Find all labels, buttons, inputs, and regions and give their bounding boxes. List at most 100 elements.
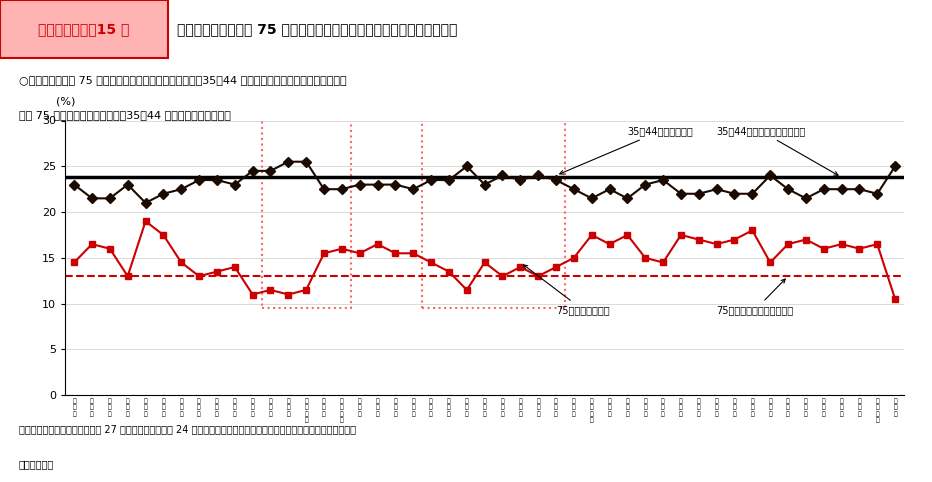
75歳以上人口割合 xyxy=(336,246,348,252)
75歳以上人口割合 xyxy=(622,232,633,238)
Bar xyxy=(0,0,168,58)
75歳以上人口割合 xyxy=(444,269,455,275)
75歳以上人口割合 xyxy=(854,246,865,252)
35〜44歳有業者割合 xyxy=(87,196,98,201)
35〜44歳有業者割合 xyxy=(586,196,597,201)
75歳以上人口割合 xyxy=(372,241,383,247)
35〜44歳有業者割合 xyxy=(461,163,473,169)
75歳以上人口割合 xyxy=(693,237,705,242)
35〜44歳有業者割合 xyxy=(69,182,80,187)
Text: 35〜44歳有業者割合: 35〜44歳有業者割合 xyxy=(560,126,693,174)
35〜44歳有業者割合 xyxy=(711,187,722,192)
Text: 35〜44歳有業者割合（全国）: 35〜44歳有業者割合（全国） xyxy=(717,126,838,175)
75歳以上人口割合 xyxy=(569,255,580,261)
35〜44歳有業者割合 xyxy=(265,168,276,174)
Text: 都道府県別にみた 75 歳以上の人口、団塊ジュニア世代の有業者割合: 都道府県別にみた 75 歳以上の人口、団塊ジュニア世代の有業者割合 xyxy=(177,22,458,36)
35〜44歳有業者割合 xyxy=(479,182,490,187)
35〜44歳有業者割合 xyxy=(247,168,258,174)
75歳以上人口割合 xyxy=(265,287,276,293)
75歳以上人口割合 xyxy=(175,259,186,265)
75歳以上人口割合 xyxy=(747,228,758,233)
75歳以上人口割合 xyxy=(212,269,223,275)
75歳以上人口割合 xyxy=(514,264,526,270)
75歳以上人口割合 xyxy=(87,241,98,247)
75歳以上人口割合 xyxy=(818,246,829,252)
75歳以上人口割合 xyxy=(586,232,597,238)
35〜44歳有業者割合 xyxy=(229,182,240,187)
35〜44歳有業者割合 xyxy=(801,196,812,201)
75歳以上人口割合 xyxy=(532,273,543,279)
35〜44歳有業者割合 xyxy=(194,177,205,183)
35〜44歳有業者割合 xyxy=(764,173,775,178)
75歳以上人口割合 xyxy=(69,259,80,265)
75歳以上人口割合 xyxy=(104,246,116,252)
35〜44歳有業者割合 xyxy=(871,191,883,197)
Text: 室にて作成: 室にて作成 xyxy=(19,459,54,469)
35〜44歳有業者割合 xyxy=(104,196,116,201)
35〜44歳有業者割合 xyxy=(889,163,900,169)
35〜44歳有業者割合 xyxy=(551,177,562,183)
75歳以上人口割合 xyxy=(783,241,794,247)
35〜44歳有業者割合 xyxy=(729,191,740,197)
35〜44歳有業者割合 xyxy=(639,182,651,187)
Text: ○　都道府県別に 75 歳以上の人口割合と団塊ジュニア（35〜44 歳）有業者割合をみると、首都圏ほ: ○ 都道府県別に 75 歳以上の人口割合と団塊ジュニア（35〜44 歳）有業者割… xyxy=(19,75,347,85)
35〜44歳有業者割合 xyxy=(836,187,847,192)
75歳以上人口割合 xyxy=(764,259,775,265)
35〜44歳有業者割合 xyxy=(140,200,151,206)
75歳以上人口割合 xyxy=(836,241,847,247)
35〜44歳有業者割合 xyxy=(336,187,348,192)
75歳以上人口割合 xyxy=(319,251,330,256)
35〜44歳有業者割合 xyxy=(783,187,794,192)
35〜44歳有業者割合 xyxy=(426,177,437,183)
75歳以上人口割合 xyxy=(676,232,687,238)
75歳以上人口割合 xyxy=(140,218,151,224)
Text: 資料出所　総務省統計局「平成 27 年国勢調査」「平成 24 年就業構造基本調査」をもとに厚生労働省労働政策担当参事官: 資料出所 総務省統計局「平成 27 年国勢調査」「平成 24 年就業構造基本調査… xyxy=(19,424,356,434)
Text: ど 75 歳以上人口割合が低く、35〜44 歳有業者割合が高い。: ど 75 歳以上人口割合が低く、35〜44 歳有業者割合が高い。 xyxy=(19,110,230,120)
35〜44歳有業者割合 xyxy=(622,196,633,201)
Text: 75歳以上人口割合（全国）: 75歳以上人口割合（全国） xyxy=(717,279,794,315)
35〜44歳有業者割合 xyxy=(818,187,829,192)
35〜44歳有業者割合 xyxy=(676,191,687,197)
35〜44歳有業者割合 xyxy=(657,177,668,183)
Line: 75歳以上人口割合: 75歳以上人口割合 xyxy=(71,218,898,303)
35〜44歳有業者割合 xyxy=(604,187,615,192)
35〜44歳有業者割合 xyxy=(158,191,169,197)
75歳以上人口割合 xyxy=(194,273,205,279)
75歳以上人口割合 xyxy=(301,287,312,293)
75歳以上人口割合 xyxy=(122,273,133,279)
35〜44歳有業者割合 xyxy=(497,173,508,178)
Text: (%): (%) xyxy=(56,97,75,107)
75歳以上人口割合 xyxy=(639,255,651,261)
75歳以上人口割合 xyxy=(604,241,615,247)
35〜44歳有業者割合 xyxy=(301,159,312,165)
75歳以上人口割合 xyxy=(229,264,240,270)
75歳以上人口割合 xyxy=(479,259,490,265)
Line: 35〜44歳有業者割合: 35〜44歳有業者割合 xyxy=(71,158,898,206)
75歳以上人口割合 xyxy=(426,259,437,265)
35〜44歳有業者割合 xyxy=(122,182,133,187)
35〜44歳有業者割合 xyxy=(407,187,418,192)
75歳以上人口割合 xyxy=(871,241,883,247)
75歳以上人口割合 xyxy=(247,292,258,297)
35〜44歳有業者割合 xyxy=(854,187,865,192)
35〜44歳有業者割合 xyxy=(444,177,455,183)
75歳以上人口割合 xyxy=(158,232,169,238)
35〜44歳有業者割合 xyxy=(514,177,526,183)
75歳以上人口割合 xyxy=(497,273,508,279)
75歳以上人口割合 xyxy=(711,241,722,247)
35〜44歳有業者割合 xyxy=(390,182,401,187)
75歳以上人口割合 xyxy=(729,237,740,242)
35〜44歳有業者割合 xyxy=(693,191,705,197)
Text: 第３－（１）－15 図: 第３－（１）－15 図 xyxy=(38,22,130,36)
35〜44歳有業者割合 xyxy=(372,182,383,187)
Bar xyxy=(262,116,350,308)
75歳以上人口割合 xyxy=(801,237,812,242)
35〜44歳有業者割合 xyxy=(175,187,186,192)
75歳以上人口割合 xyxy=(390,251,401,256)
35〜44歳有業者割合 xyxy=(354,182,365,187)
75歳以上人口割合 xyxy=(407,251,418,256)
75歳以上人口割合 xyxy=(551,264,562,270)
75歳以上人口割合 xyxy=(889,296,900,302)
75歳以上人口割合 xyxy=(461,287,473,293)
35〜44歳有業者割合 xyxy=(747,191,758,197)
